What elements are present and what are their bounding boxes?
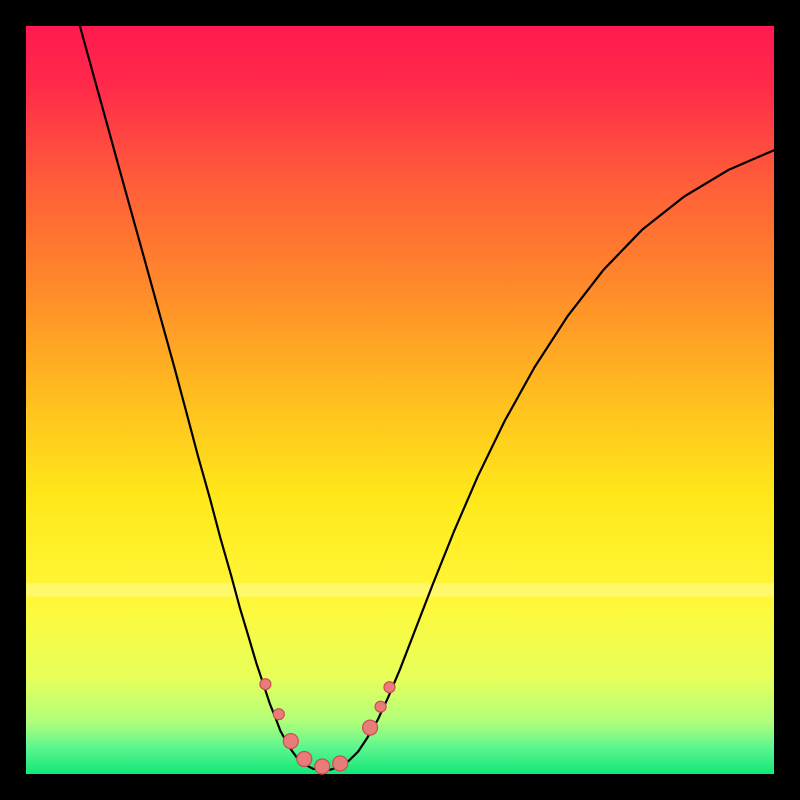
curve-marker bbox=[363, 720, 378, 735]
curve-marker bbox=[315, 759, 330, 774]
curve-marker bbox=[283, 734, 298, 749]
curve-marker bbox=[297, 752, 312, 767]
curve-marker bbox=[384, 682, 395, 693]
curve-marker bbox=[333, 756, 348, 771]
highlight-stripe bbox=[26, 583, 774, 596]
curve-marker bbox=[260, 679, 271, 690]
curve-marker bbox=[273, 709, 284, 720]
curve-marker bbox=[375, 701, 386, 712]
plot-background bbox=[26, 26, 774, 774]
bottleneck-chart bbox=[0, 0, 800, 800]
chart-container: TheBottleneck.com bbox=[0, 0, 800, 800]
